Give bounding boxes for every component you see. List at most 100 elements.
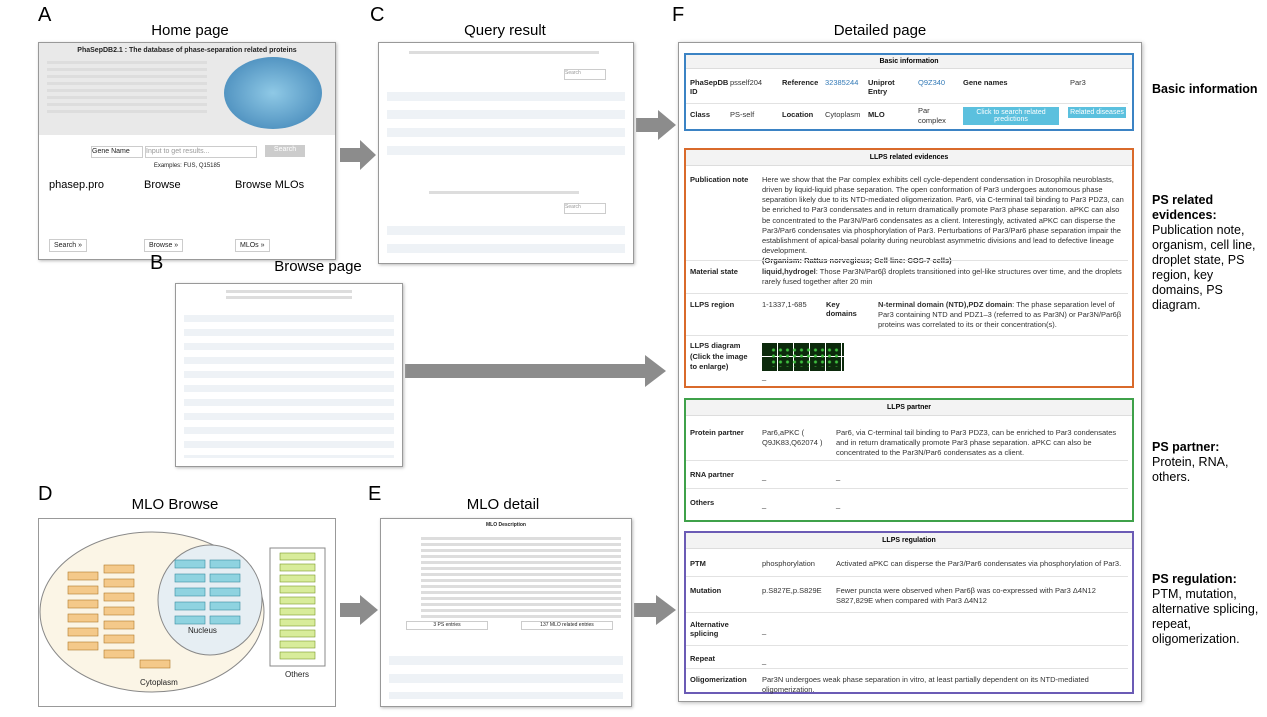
entries-button[interactable]: 3 PS entries (406, 621, 488, 630)
search-input[interactable]: Search (564, 203, 606, 214)
uniprot-link[interactable]: Q9Z340 (918, 78, 946, 87)
field-note: Fewer puncta were observed when Par6β wa… (836, 586, 1096, 606)
feature-button[interactable]: Browse » (144, 239, 184, 253)
field-value: p.S827E,p.S829E (762, 586, 822, 595)
field-value: _ (762, 500, 767, 509)
row-line (686, 103, 1128, 104)
section-header: MLO Description (485, 522, 526, 528)
annotation-title: PS partner: (1152, 440, 1220, 454)
publication-note: Here we show that the Par complex exhibi… (762, 175, 1126, 266)
search-input[interactable]: Search (564, 69, 606, 80)
field-value: _ (762, 626, 767, 635)
field-label: Mutation (690, 586, 722, 595)
row-line (686, 460, 1128, 461)
search-button[interactable]: Search (265, 145, 305, 157)
arrows (340, 110, 676, 625)
partner-proteins: Par6,aPKC ( Q9JK83,Q62074 ) (762, 428, 823, 448)
annotation: Basic information (1152, 82, 1267, 97)
annotation: PS partner: Protein, RNA, others. (1152, 440, 1267, 485)
panel-label: E (368, 483, 382, 505)
intro-lines (47, 61, 207, 113)
cytoplasm-label: Cytoplasm (140, 678, 178, 687)
field-label: LLPS diagram (Click the image to enlarge… (690, 341, 748, 371)
search-input[interactable]: Input to get results... (145, 146, 257, 158)
field-value: Cytoplasm (825, 110, 861, 119)
panel-title: Home page (151, 22, 229, 39)
section-header: LLPS related evidences (686, 150, 1132, 166)
field-label: Key domains (826, 300, 857, 318)
field-label: Alternative splicing (690, 620, 729, 638)
material-text: : Those Par3N/Par6β droplets transitione… (762, 267, 1122, 287)
field-value: phosphorylation (762, 559, 815, 568)
field-label: Reference (782, 78, 819, 87)
field-label: MLO (868, 110, 885, 119)
field-value: Par3 (1070, 78, 1086, 87)
query-screenshot: Search Search (378, 42, 634, 264)
reference-link[interactable]: 32385244 (825, 78, 859, 87)
basic-section: Basic information (684, 53, 1134, 131)
field-label: Oligomerization (690, 675, 747, 684)
arrow (405, 355, 666, 387)
panel-label: C (370, 4, 385, 26)
annotation-detail: PTM, mutation, alternative splicing, rep… (1152, 587, 1259, 646)
feature-button[interactable]: Search » (49, 239, 88, 253)
arrow (636, 110, 676, 140)
field-label: Publication note (690, 175, 749, 184)
cell-image (224, 57, 322, 129)
annotation-title: PS regulation: (1152, 572, 1237, 586)
annotation-title: Basic information (1152, 82, 1258, 96)
panel-title: Detailed page (833, 22, 927, 39)
browse-screenshot (175, 283, 403, 467)
evidence-section: LLPS related evidences (684, 148, 1134, 388)
section-header: LLPS regulation (686, 533, 1132, 549)
field-note: Activated aPKC can disperse the Par3/Par… (836, 559, 1122, 568)
field-label: Material state (690, 267, 738, 276)
row-line (686, 645, 1128, 646)
diseases-button[interactable]: Related diseases (1068, 107, 1126, 118)
feature-button[interactable]: MLOs » (235, 239, 270, 253)
field-note: Par3N undergoes weak phase separation in… (762, 675, 1089, 695)
mlo-diagram (39, 531, 326, 693)
annotation: PS regulation: PTM, mutation, alternative… (1152, 572, 1267, 647)
annotation-title: PS related evidences: (1152, 193, 1217, 222)
nucleus (157, 544, 263, 656)
arrow (340, 140, 376, 170)
entries-button[interactable]: 137 MLO related entries (521, 621, 613, 630)
table (389, 647, 623, 699)
field-label: PhaSepDB ID (690, 78, 729, 96)
row-line (686, 612, 1128, 613)
partner-note: Par6, via C-terminal tail binding to Par… (836, 428, 1117, 458)
field-value: _ (762, 472, 767, 481)
panel-title: Browse page (274, 258, 362, 275)
search-select[interactable]: Gene Name (91, 146, 143, 158)
annotation: PS related evidences: Publication note, o… (1152, 193, 1267, 313)
home-screenshot: PhaSepDB2.1 : The database of phase-sepa… (38, 42, 336, 260)
field-label: LLPS region (690, 300, 735, 309)
nucleus-label: Nucleus (188, 626, 217, 635)
table (387, 217, 625, 253)
panel-label: B (150, 252, 164, 274)
predictions-button[interactable]: Click to search related predictions (963, 107, 1059, 125)
site-title: PhaSepDB2.1 : The database of phase-sepa… (77, 47, 297, 54)
table (387, 83, 625, 163)
field-label: Uniprot Entry (868, 78, 895, 96)
table (184, 308, 394, 458)
mlo-browse-screenshot (38, 518, 336, 707)
key-domains: N-terminal domain (NTD),PDZ domain: The … (878, 300, 1126, 330)
domains-value: N-terminal domain (NTD),PDZ domain (878, 300, 1013, 309)
annotation-detail: Protein, RNA, others. (1152, 455, 1229, 484)
detail-screenshot (678, 42, 1142, 702)
field-value: Par complex (918, 106, 946, 126)
field-label: Protein partner (690, 428, 744, 437)
feature-title: Browse MLOs (235, 179, 305, 191)
examples: Examples: FUS, Q15185 (153, 163, 221, 169)
panel-title: MLO detail (466, 496, 540, 513)
field-label: Repeat (690, 654, 716, 663)
field-label: RNA partner (690, 470, 734, 479)
annotation-detail: Publication note, organism, cell line, d… (1152, 223, 1256, 312)
panel-title: MLO Browse (131, 496, 219, 513)
section-header: Basic information (686, 55, 1132, 69)
region-value: 1-1337,1-685 (762, 300, 807, 309)
row-line (686, 260, 1128, 261)
